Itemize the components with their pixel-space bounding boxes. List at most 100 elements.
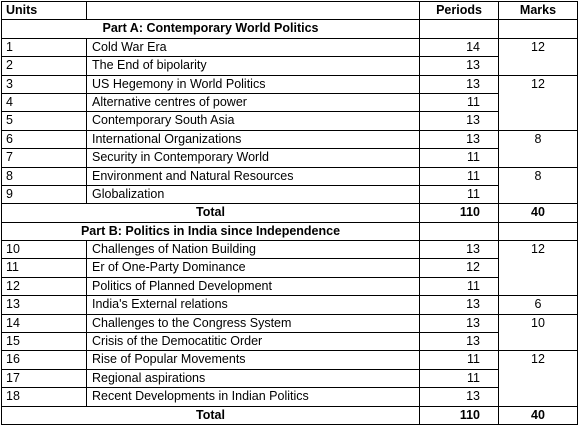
marks: 8 <box>498 166 578 205</box>
unit-row: 1 Cold War Era 14 12 <box>1 37 578 76</box>
unit-topic: Globalization <box>86 184 420 205</box>
periods: 13 <box>419 387 499 407</box>
unit-topic: Politics of Planned Development <box>86 276 420 297</box>
unit-number: 8 <box>1 166 87 186</box>
total-label: Total <box>1 405 420 425</box>
empty-cell <box>419 19 499 39</box>
unit-row: 8 Environment and Natural Resources 11 8 <box>1 166 578 205</box>
unit-number: 1 <box>1 37 87 58</box>
unit-topic: Alternative centres of power <box>86 92 420 113</box>
unit-topic: Recent Developments in Indian Politics <box>86 387 420 407</box>
unit-topic: Challenges of Nation Building <box>86 240 420 260</box>
header-row: Units Periods Marks <box>1 0 578 21</box>
unit-number: 10 <box>1 240 87 260</box>
unit-topic: Er of One-Party Dominance <box>86 258 420 278</box>
table-body: Units Periods Marks Part A: Contemporary… <box>1 0 578 425</box>
total-label: Total <box>1 203 420 223</box>
unit-number: 3 <box>1 74 87 94</box>
periods: 13 <box>419 56 499 76</box>
syllabus-table: Units Periods Marks Part A: Contemporary… <box>1 0 578 425</box>
total-marks: 40 <box>498 203 578 223</box>
header-cell: Marks <box>498 0 578 21</box>
periods: 11 <box>419 92 499 113</box>
periods: 13 <box>419 240 499 260</box>
unit-topic: Security in Contemporary World <box>86 148 420 168</box>
unit-topic: Environment and Natural Resources <box>86 166 420 186</box>
unit-number: 11 <box>1 258 87 278</box>
unit-row: 17 Regional aspirations 11 <box>1 368 578 389</box>
unit-row: 14 Challenges to the Congress System 13 10 <box>1 313 578 352</box>
periods: 11 <box>419 148 499 168</box>
unit-number: 9 <box>1 184 87 205</box>
periods: 13 <box>419 295 499 315</box>
unit-topic: India's External relations <box>86 295 420 315</box>
unit-topic: The End of bipolarity <box>86 56 420 76</box>
periods: 11 <box>419 184 499 205</box>
header-cell: Units <box>1 0 87 21</box>
marks: 8 <box>498 129 578 168</box>
header-cell: Periods <box>419 0 499 21</box>
total-marks: 40 <box>498 405 578 425</box>
unit-row: 7 Security in Contemporary World 11 <box>1 148 578 168</box>
unit-topic: Crisis of the Democatitic Order <box>86 332 420 352</box>
unit-row: 2 The End of bipolarity 13 <box>1 56 578 76</box>
unit-row: 4 Alternative centres of power 11 <box>1 92 578 113</box>
unit-number: 16 <box>1 350 87 370</box>
unit-row: 15 Crisis of the Democatitic Order 13 <box>1 332 578 352</box>
header-cell <box>86 0 420 21</box>
periods: 13 <box>419 313 499 334</box>
marks: 12 <box>498 240 578 297</box>
unit-row: 11 Er of One-Party Dominance 12 <box>1 258 578 278</box>
total-row: Total 110 40 <box>1 405 578 425</box>
periods: 13 <box>419 74 499 94</box>
empty-cell <box>419 222 499 241</box>
periods: 14 <box>419 37 499 58</box>
unit-number: 5 <box>1 111 87 131</box>
section-title: Part A: Contemporary World Politics <box>1 19 420 39</box>
section-title: Part B: Politics in India since Independ… <box>1 221 420 242</box>
unit-number: 6 <box>1 129 87 150</box>
unit-number: 17 <box>1 368 87 389</box>
marks: 12 <box>498 350 578 407</box>
unit-number: 4 <box>1 92 87 113</box>
unit-row: 13 India's External relations 13 6 <box>1 295 578 315</box>
periods: 11 <box>419 276 499 297</box>
unit-number: 18 <box>1 387 87 407</box>
periods: 13 <box>419 129 499 150</box>
unit-row: 12 Politics of Planned Development 11 <box>1 276 578 297</box>
unit-row: 18 Recent Developments in Indian Politics… <box>1 387 578 407</box>
empty-cell <box>498 19 578 39</box>
periods: 11 <box>419 350 499 370</box>
marks: 6 <box>498 295 578 315</box>
unit-topic: Rise of Popular Movements <box>86 350 420 370</box>
periods: 13 <box>419 332 499 352</box>
periods: 13 <box>419 111 499 131</box>
section-row: Part A: Contemporary World Politics <box>1 19 578 39</box>
section-row: Part B: Politics in India since Independ… <box>1 221 578 242</box>
unit-number: 13 <box>1 295 87 315</box>
marks: 12 <box>498 37 578 76</box>
unit-row: 3 US Hegemony in World Politics 13 12 <box>1 74 578 131</box>
unit-number: 2 <box>1 56 87 76</box>
periods: 12 <box>419 258 499 278</box>
total-periods: 110 <box>419 203 499 223</box>
unit-number: 15 <box>1 332 87 352</box>
unit-row: 16 Rise of Popular Movements 11 12 <box>1 350 578 407</box>
empty-cell <box>498 222 578 241</box>
unit-row: 6 International Organizations 13 8 <box>1 129 578 168</box>
unit-topic: Challenges to the Congress System <box>86 313 420 334</box>
periods: 11 <box>419 368 499 389</box>
unit-number: 14 <box>1 313 87 334</box>
total-periods: 110 <box>419 405 499 425</box>
marks: 10 <box>498 313 578 352</box>
unit-row: 9 Globalization 11 <box>1 184 578 205</box>
unit-number: 7 <box>1 148 87 168</box>
unit-topic: Regional aspirations <box>86 368 420 389</box>
unit-number: 12 <box>1 276 87 297</box>
periods: 11 <box>419 166 499 186</box>
unit-topic: US Hegemony in World Politics <box>86 74 420 94</box>
unit-row: 5 Contemporary South Asia 13 <box>1 111 578 131</box>
unit-topic: International Organizations <box>86 129 420 150</box>
total-row: Total 110 40 <box>1 203 578 223</box>
